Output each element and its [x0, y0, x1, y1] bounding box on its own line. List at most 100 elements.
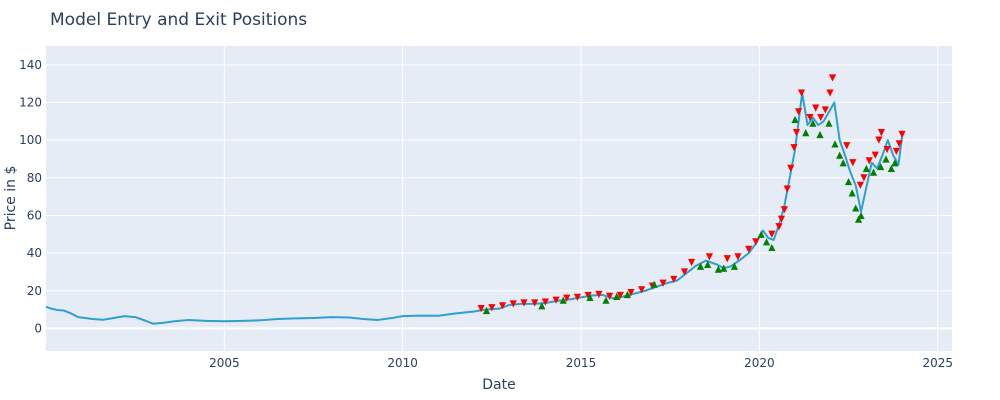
exit-marker: [812, 104, 820, 112]
exit-marker: [680, 268, 689, 276]
entry-marker: [623, 290, 632, 299]
exit-marker: [895, 140, 903, 148]
x-tick-label: 2025: [922, 356, 953, 370]
exit-marker: [541, 298, 549, 306]
exit-marker: [875, 136, 883, 144]
exit-marker: [787, 164, 795, 172]
entry-marker: [825, 119, 833, 127]
entry-marker: [854, 215, 863, 223]
entry-marker: [714, 265, 722, 273]
x-tick-label: 2005: [209, 356, 240, 370]
x-tick-labels: 2005 2010 2015 2020 2025: [209, 356, 953, 370]
y-tick-label: 120: [19, 95, 42, 109]
entry-marker: [802, 129, 810, 137]
entry-marker: [831, 140, 839, 148]
y-tick-label: 140: [19, 58, 42, 72]
y-tick-label: 100: [19, 133, 42, 147]
exit-marker: [488, 304, 496, 312]
exit-marker: [777, 215, 786, 223]
exit-marker: [638, 286, 646, 294]
entry-marker: [877, 162, 885, 171]
entry-marker: [730, 262, 739, 270]
exit-marker: [768, 230, 776, 238]
entry-marker: [720, 264, 728, 272]
entry-marker: [836, 151, 844, 159]
entry-marker: [791, 115, 799, 124]
exit-marker: [627, 289, 635, 297]
exit-marker: [898, 130, 906, 139]
exit-marker: [688, 258, 696, 267]
exit-marker: [883, 145, 891, 154]
exit-marker: [860, 174, 868, 182]
exit-marker: [775, 223, 783, 231]
exit-marker: [752, 238, 760, 246]
entry-marker: [887, 164, 895, 172]
y-tick-label: 40: [27, 246, 42, 260]
exit-marker: [745, 245, 753, 253]
plot-area: [46, 46, 952, 351]
exit-marker: [734, 253, 742, 261]
entry-marker: [857, 211, 865, 220]
entry-marker: [844, 177, 853, 186]
exit-marker: [865, 157, 873, 165]
exit-marker: [806, 113, 814, 122]
entry-marker: [650, 280, 658, 288]
entry-marker: [768, 243, 776, 252]
exit-marker: [552, 296, 560, 304]
entry-marker: [757, 230, 765, 238]
entry-marker: [848, 189, 856, 197]
exit-marker: [849, 159, 857, 167]
exit-marker: [723, 255, 731, 263]
entry-marker: [538, 302, 546, 310]
entry-markers: [482, 115, 899, 315]
exit-marker: [563, 294, 571, 302]
exit-marker: [477, 305, 485, 313]
exit-marker: [520, 299, 528, 307]
x-axis-title: Date: [482, 377, 515, 393]
exit-marker: [797, 89, 806, 97]
exit-marker: [783, 185, 791, 193]
entry-marker: [762, 238, 771, 246]
entry-marker: [696, 262, 705, 270]
exit-marker: [531, 299, 539, 307]
exit-marker: [828, 74, 837, 82]
exit-marker: [605, 292, 614, 301]
exit-marker: [826, 89, 834, 97]
x-gridlines: [223, 46, 939, 351]
exit-marker: [705, 253, 714, 261]
entry-marker: [482, 306, 491, 315]
exit-marker: [595, 290, 603, 299]
exit-marker: [670, 275, 678, 284]
y-tick-labels: 0 20 40 60 80 100 120 140: [19, 58, 42, 336]
price-series-line: [45, 92, 904, 325]
exit-marker: [498, 302, 507, 310]
entry-marker: [869, 168, 878, 176]
exit-marker: [780, 206, 788, 214]
entry-marker: [862, 164, 870, 172]
exit-marker: [871, 151, 879, 159]
exit-marker: [792, 129, 801, 137]
x-tick-label: 2010: [387, 356, 418, 370]
exit-marker: [821, 106, 829, 114]
exit-markers: [477, 74, 906, 313]
entry-marker: [586, 293, 594, 301]
y-tick-label: 20: [27, 284, 42, 298]
entry-marker: [559, 296, 567, 304]
exit-marker: [817, 113, 825, 122]
entry-marker: [613, 292, 621, 301]
entry-marker: [704, 260, 712, 268]
entry-marker: [816, 130, 824, 139]
exit-marker: [856, 181, 864, 189]
y-tick-label: 0: [34, 321, 42, 335]
entry-marker: [852, 204, 860, 212]
chart-title: Model Entry and Exit Positions: [50, 10, 307, 30]
y-tick-label: 60: [27, 208, 42, 222]
exit-marker: [877, 129, 885, 137]
entry-marker: [891, 159, 899, 167]
entry-marker: [839, 159, 847, 167]
exit-marker: [659, 279, 667, 287]
exit-marker: [584, 291, 592, 300]
exit-marker: [892, 147, 900, 156]
entry-marker: [882, 155, 890, 163]
